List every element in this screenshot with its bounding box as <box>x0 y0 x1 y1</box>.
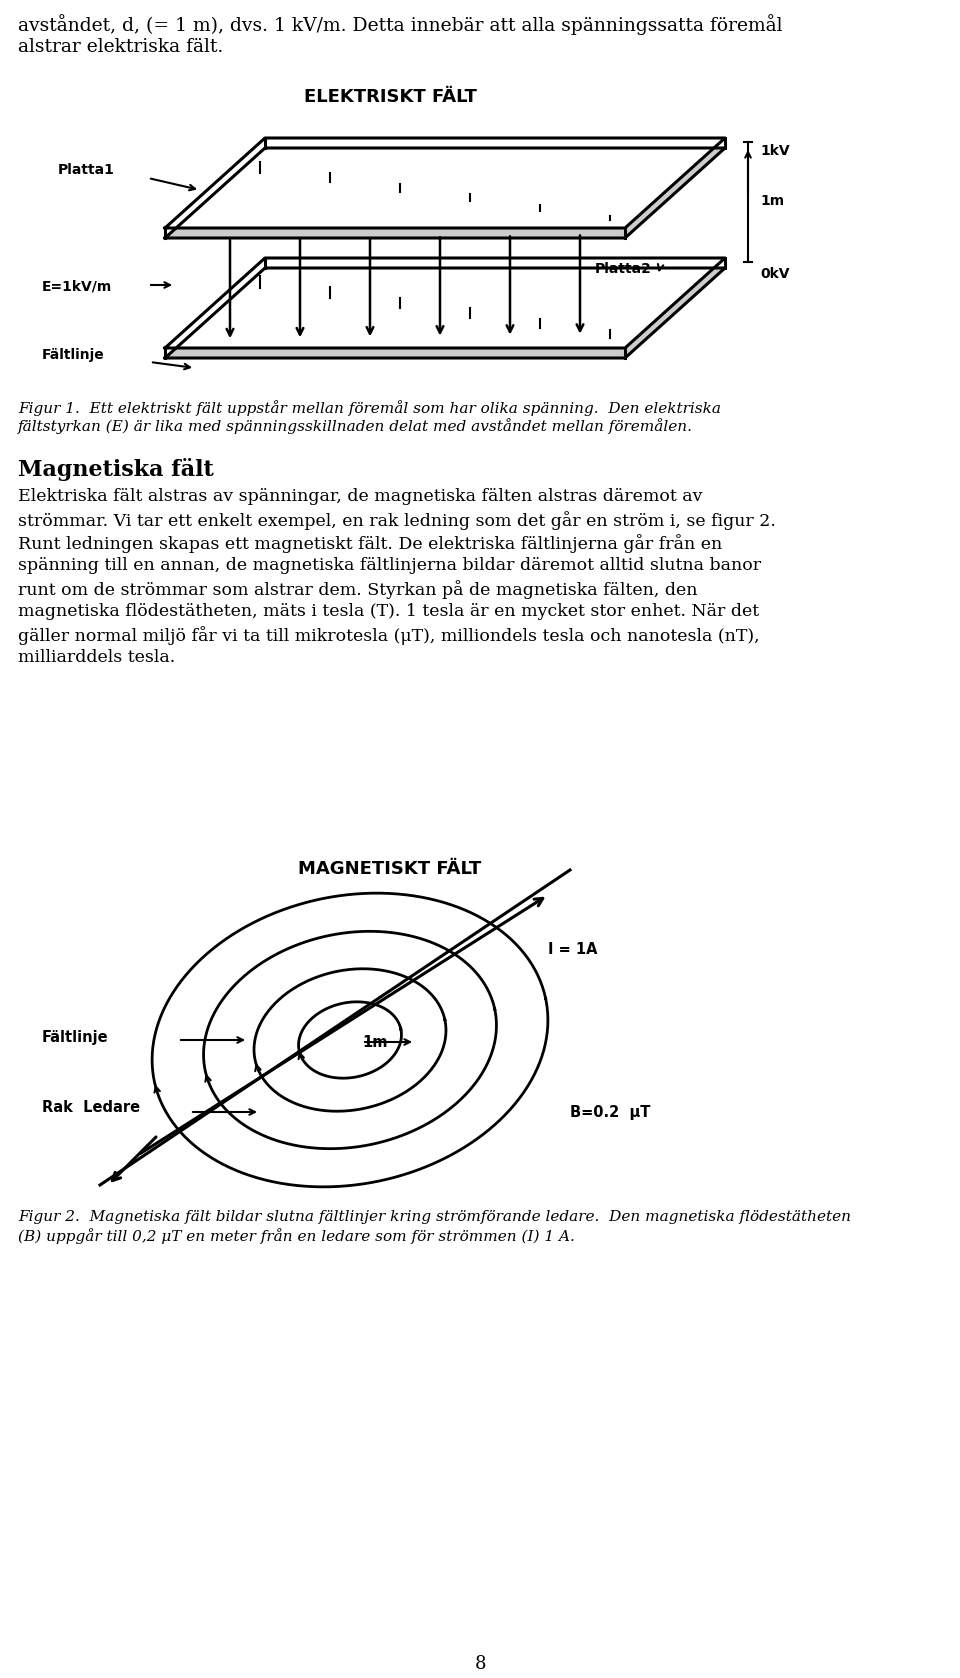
Text: Figur 2.  Magnetiska fält bildar slutna fältlinjer kring strömförande ledare.  D: Figur 2. Magnetiska fält bildar slutna f… <box>18 1210 851 1223</box>
Text: Figur 1.  Ett elektriskt fält uppstår mellan föremål som har olika spänning.  De: Figur 1. Ett elektriskt fält uppstår mel… <box>18 399 721 416</box>
Text: Fältlinje: Fältlinje <box>42 1030 108 1045</box>
Text: spänning till en annan, de magnetiska fältlinjerna bildar däremot alltid slutna : spänning till en annan, de magnetiska fä… <box>18 557 761 574</box>
Text: magnetiska flödestätheten, mäts i tesla (T). 1 tesla är en mycket stor enhet. Nä: magnetiska flödestätheten, mäts i tesla … <box>18 602 759 619</box>
Text: Elektriska fält alstras av spänningar, de magnetiska fälten alstras däremot av: Elektriska fält alstras av spänningar, d… <box>18 488 703 505</box>
Text: 1m: 1m <box>362 1035 388 1050</box>
Text: runt om de strömmar som alstrar dem. Styrkan på de magnetiska fälten, den: runt om de strömmar som alstrar dem. Sty… <box>18 581 698 599</box>
Text: 1kV: 1kV <box>760 144 790 158</box>
Polygon shape <box>165 258 725 347</box>
Text: Magnetiska fält: Magnetiska fält <box>18 458 214 482</box>
Text: Rak  Ledare: Rak Ledare <box>42 1101 140 1114</box>
Text: E=1kV/m: E=1kV/m <box>42 280 112 294</box>
Text: I = 1A: I = 1A <box>548 941 597 956</box>
Text: milliarddels tesla.: milliarddels tesla. <box>18 649 176 666</box>
Text: ELEKTRISKT FÄLT: ELEKTRISKT FÄLT <box>303 87 476 106</box>
Text: 8: 8 <box>474 1655 486 1673</box>
Text: MAGNETISKT FÄLT: MAGNETISKT FÄLT <box>299 861 482 878</box>
Text: Platta1: Platta1 <box>58 163 115 176</box>
Polygon shape <box>165 268 725 357</box>
Text: Platta2: Platta2 <box>595 262 652 275</box>
Polygon shape <box>165 138 725 228</box>
Text: Fältlinje: Fältlinje <box>42 347 105 362</box>
Polygon shape <box>165 148 725 238</box>
Text: strömmar. Vi tar ett enkelt exempel, en rak ledning som det går en ström i, se f: strömmar. Vi tar ett enkelt exempel, en … <box>18 512 776 530</box>
Text: Runt ledningen skapas ett magnetiskt fält. De elektriska fältlinjerna går från e: Runt ledningen skapas ett magnetiskt fäl… <box>18 534 722 554</box>
Text: 1m: 1m <box>760 195 784 208</box>
Text: 0kV: 0kV <box>760 267 789 280</box>
Text: fältstyrkan (E) är lika med spänningsskillnaden delat med avståndet mellan förem: fältstyrkan (E) är lika med spänningsski… <box>18 418 693 435</box>
Text: gäller normal miljö får vi ta till mikrotesla (μT), milliondels tesla och nanote: gäller normal miljö får vi ta till mikro… <box>18 626 759 644</box>
Text: B=0.2  μT: B=0.2 μT <box>570 1106 650 1119</box>
Text: avståndet, d, (= 1 m), dvs. 1 kV/m. Detta innebär att alla spänningssatta föremå: avståndet, d, (= 1 m), dvs. 1 kV/m. Dett… <box>18 13 782 35</box>
Text: alstrar elektriska fält.: alstrar elektriska fält. <box>18 39 224 55</box>
Text: (B) uppgår till 0,2 μT en meter från en ledare som för strömmen (I) 1 A.: (B) uppgår till 0,2 μT en meter från en … <box>18 1228 575 1243</box>
